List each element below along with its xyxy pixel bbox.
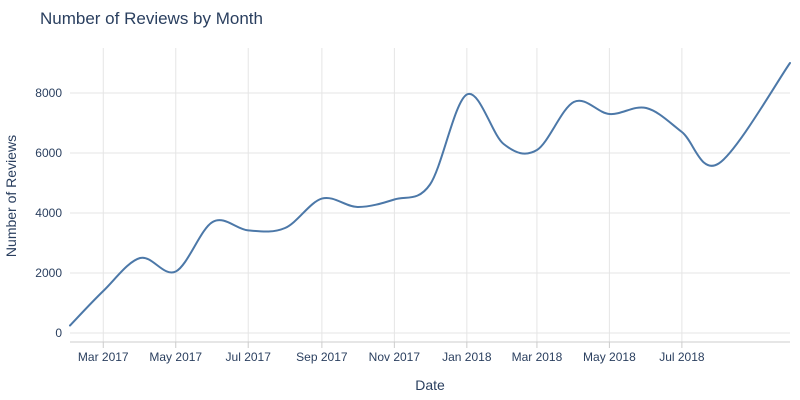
y-axis-title: Number of Reviews	[3, 135, 19, 257]
x-tick-label: Mar 2018	[512, 350, 563, 364]
y-tick-label: 0	[55, 326, 62, 340]
y-tick-label: 8000	[35, 86, 62, 100]
x-tick-label: Jul 2018	[659, 350, 705, 364]
x-tick-label: Jan 2018	[442, 350, 492, 364]
y-tick-label: 6000	[35, 146, 62, 160]
x-tick-label: Mar 2017	[78, 350, 129, 364]
y-tick-label: 4000	[35, 206, 62, 220]
y-tick-label: 2000	[35, 266, 62, 280]
x-tick-label: May 2017	[149, 350, 202, 364]
x-axis-ticks: Mar 2017 May 2017 Jul 2017 Sep 2017 Nov 2017…	[78, 342, 705, 364]
x-tick-label: Sep 2017	[296, 350, 348, 364]
x-tick-label: Nov 2017	[369, 350, 421, 364]
x-axis-title: Date	[415, 377, 445, 393]
x-tick-label: Jul 2017	[226, 350, 272, 364]
y-axis-ticks: 0 2000 4000 6000 8000	[35, 86, 62, 340]
x-tick-label: May 2018	[583, 350, 636, 364]
chart-title: Number of Reviews by Month	[40, 9, 263, 28]
series-layer	[69, 62, 791, 327]
series-line-0	[69, 62, 791, 327]
grid	[70, 48, 790, 342]
